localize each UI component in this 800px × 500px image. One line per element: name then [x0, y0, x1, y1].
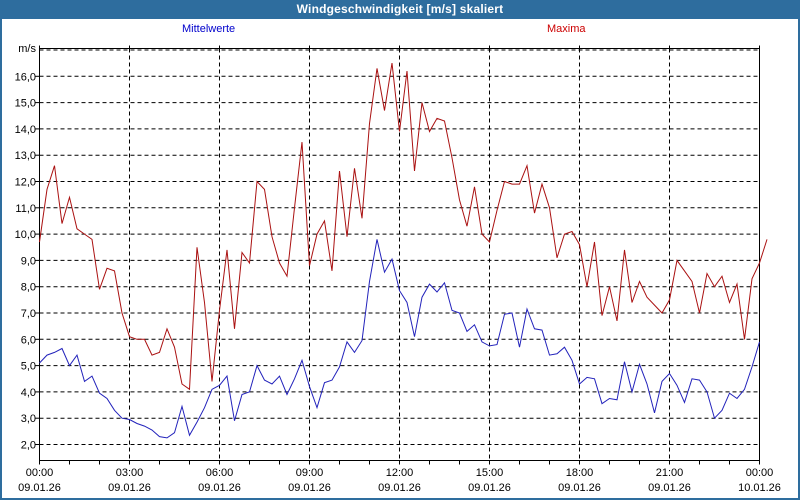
x-tick-time-label: 12:00 — [386, 467, 414, 479]
y-tick-label: 3,0 — [21, 413, 36, 425]
y-tick-label: 11,0 — [15, 203, 36, 215]
y-tick-label: 5,0 — [21, 361, 36, 373]
y-tick-label: 15,0 — [15, 98, 36, 110]
legend-mittelwerte-label: Mittelwerte — [182, 23, 236, 35]
legend-maxima-label: Maxima — [547, 23, 586, 35]
maxima-line — [39, 63, 768, 391]
x-tick-time-label: 21:00 — [656, 467, 684, 479]
x-tick-date-label: 09.01.26 — [558, 482, 601, 494]
y-tick-label: 4,0 — [21, 387, 36, 399]
x-tick-time-label: 06:00 — [206, 467, 234, 479]
y-axis-unit-label: m/s — [18, 43, 36, 55]
mittelwerte-line — [39, 239, 760, 439]
x-tick-date-label: 10.01.26 — [738, 482, 781, 494]
x-tick-date-label: 09.01.26 — [108, 482, 151, 494]
y-tick-label: 16,0 — [15, 71, 36, 83]
y-tick-label: 14,0 — [15, 124, 36, 136]
y-tick-label: 13,0 — [15, 150, 36, 162]
y-tick-label: 7,0 — [21, 308, 36, 320]
x-tick-time-label: 00:00 — [26, 467, 54, 479]
x-tick-date-label: 09.01.26 — [378, 482, 421, 494]
page-title: Windgeschwindigkeit [m/s] skaliert — [296, 2, 504, 16]
x-tick-time-label: 15:00 — [476, 467, 504, 479]
x-tick-date-label: 09.01.26 — [198, 482, 241, 494]
y-tick-label: 6,0 — [21, 334, 36, 346]
x-tick-date-label: 09.01.26 — [468, 482, 511, 494]
y-tick-label: 8,0 — [21, 282, 36, 294]
window-titlebar: Windgeschwindigkeit [m/s] skaliert — [2, 0, 798, 19]
x-tick-date-label: 09.01.26 — [18, 482, 61, 494]
x-tick-time-label: 00:00 — [746, 467, 774, 479]
x-tick-time-label: 03:00 — [116, 467, 144, 479]
y-tick-label: 12,0 — [15, 177, 36, 189]
x-tick-time-label: 18:00 — [566, 467, 594, 479]
x-tick-date-label: 09.01.26 — [288, 482, 331, 494]
x-tick-time-label: 09:00 — [296, 467, 324, 479]
y-tick-label: 9,0 — [21, 255, 36, 267]
y-tick-label: 10,0 — [15, 229, 36, 241]
x-tick-date-label: 09.01.26 — [648, 482, 691, 494]
y-tick-label: 2,0 — [21, 440, 36, 452]
